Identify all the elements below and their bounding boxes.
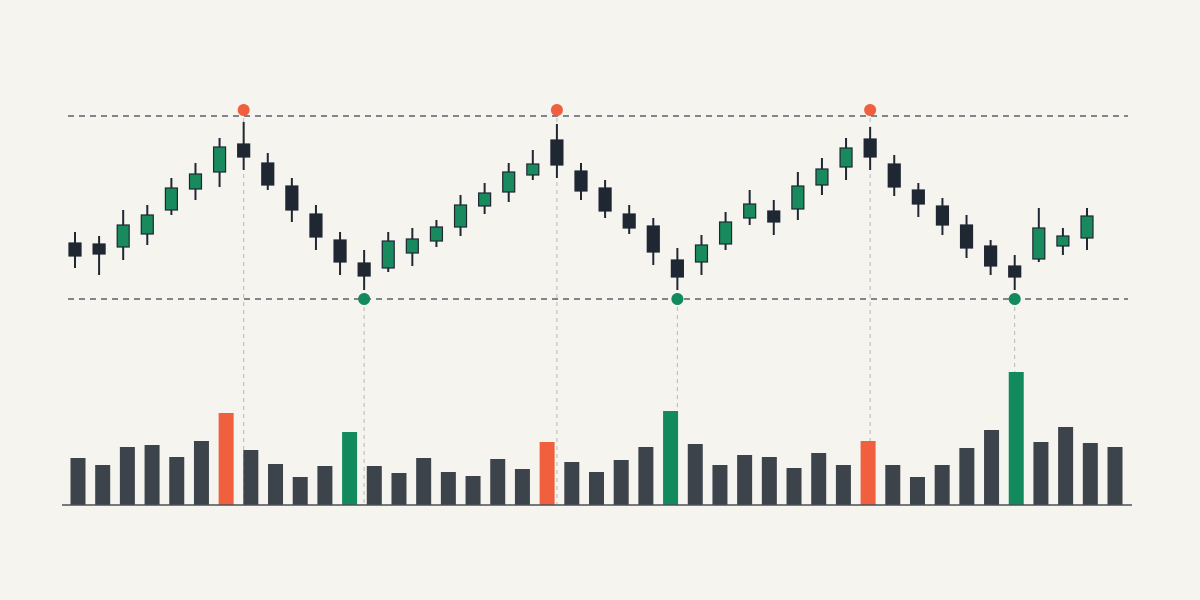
- volume-bar: [169, 457, 185, 505]
- volume-bar: [613, 460, 629, 505]
- candle-body: [502, 171, 516, 193]
- volume-bar: [1058, 427, 1074, 505]
- volume-bar: [95, 465, 111, 505]
- volume-bar: [885, 465, 901, 505]
- candle-body: [237, 143, 251, 158]
- candle-body: [405, 238, 419, 254]
- candle-body: [622, 213, 636, 229]
- candle-body: [863, 138, 877, 158]
- volume-bar: [1008, 372, 1024, 505]
- volume-bar: [416, 458, 432, 505]
- volume-bar: [811, 453, 827, 505]
- volume-bar: [218, 413, 234, 505]
- volume-bar: [440, 472, 456, 505]
- candle-body: [526, 163, 540, 176]
- volume-bar: [292, 477, 308, 505]
- candle-body: [1056, 235, 1070, 247]
- candle-body: [285, 185, 299, 211]
- guides: [68, 110, 1128, 505]
- candle-body: [574, 170, 588, 192]
- candle-body: [911, 189, 925, 205]
- volume-bar: [786, 468, 802, 505]
- volume-bar: [193, 441, 209, 505]
- volume: [70, 372, 1123, 505]
- volume-bar: [144, 445, 160, 505]
- candle-body: [598, 187, 612, 212]
- volume-bar: [712, 465, 728, 505]
- volume-bar: [391, 473, 407, 505]
- candle-body: [1008, 265, 1022, 278]
- volume-bar: [243, 450, 259, 505]
- volume-bar: [638, 447, 654, 505]
- volume-bar: [539, 442, 555, 505]
- pivot-marker: [550, 104, 563, 116]
- candle-body: [68, 242, 82, 257]
- pivot-marker: [864, 104, 877, 116]
- volume-bar: [1033, 442, 1049, 505]
- candles: [68, 122, 1094, 290]
- candle-body: [1080, 215, 1094, 239]
- candle-body: [116, 224, 130, 248]
- candle-body: [959, 224, 974, 249]
- candle-body: [381, 240, 395, 269]
- candle-body: [333, 239, 347, 263]
- candle-body: [767, 210, 781, 223]
- volume-bar: [959, 448, 975, 505]
- candle-body: [791, 185, 805, 210]
- candle-body: [743, 203, 757, 219]
- volume-bar: [687, 444, 703, 505]
- pivot-marker: [671, 293, 684, 305]
- candle-body: [935, 205, 950, 226]
- candle-body: [309, 213, 323, 238]
- volume-bar: [119, 447, 135, 505]
- candle-body: [550, 139, 564, 166]
- volume-bar: [984, 430, 1000, 505]
- volume-bar: [490, 459, 506, 505]
- volume-bar: [1107, 447, 1123, 505]
- volume-bar: [342, 432, 358, 505]
- candle-body: [164, 187, 178, 211]
- volume-bar: [366, 466, 382, 505]
- candle-body: [646, 225, 660, 253]
- volume-bar: [909, 477, 925, 505]
- candle-body: [357, 262, 371, 277]
- volume-bar: [514, 469, 530, 505]
- volume-bar: [761, 457, 777, 505]
- candle-body: [718, 221, 733, 245]
- candle-body: [815, 168, 829, 186]
- volume-bar: [70, 458, 86, 505]
- volume-bar: [663, 411, 679, 505]
- candle-body: [670, 259, 684, 278]
- candle-body: [92, 243, 106, 255]
- candle-body: [694, 244, 709, 263]
- candle-body: [887, 163, 901, 188]
- volume-bar: [737, 455, 753, 505]
- candle-body: [984, 245, 998, 267]
- candle-body: [188, 173, 203, 190]
- volume-bar: [268, 464, 284, 505]
- candle-body: [453, 204, 468, 228]
- volume-bar: [465, 476, 481, 505]
- volume-bar: [564, 462, 580, 505]
- pivot-marker: [1008, 293, 1021, 305]
- pivot-marker: [237, 104, 250, 116]
- pivot-marker: [358, 293, 371, 305]
- volume-bar: [589, 472, 604, 505]
- candle-body: [140, 214, 154, 235]
- volume-bar: [835, 465, 851, 505]
- volume-bar: [934, 465, 950, 505]
- candle-body: [212, 146, 227, 173]
- candle-body: [429, 226, 444, 242]
- candle-body: [1032, 227, 1046, 260]
- candle-body: [839, 147, 853, 168]
- candle-body: [261, 162, 275, 186]
- volume-bar: [860, 441, 876, 505]
- volume-bar: [317, 466, 333, 505]
- volume-bar: [1082, 443, 1098, 505]
- markers: [237, 104, 1021, 305]
- candle-body: [478, 192, 492, 207]
